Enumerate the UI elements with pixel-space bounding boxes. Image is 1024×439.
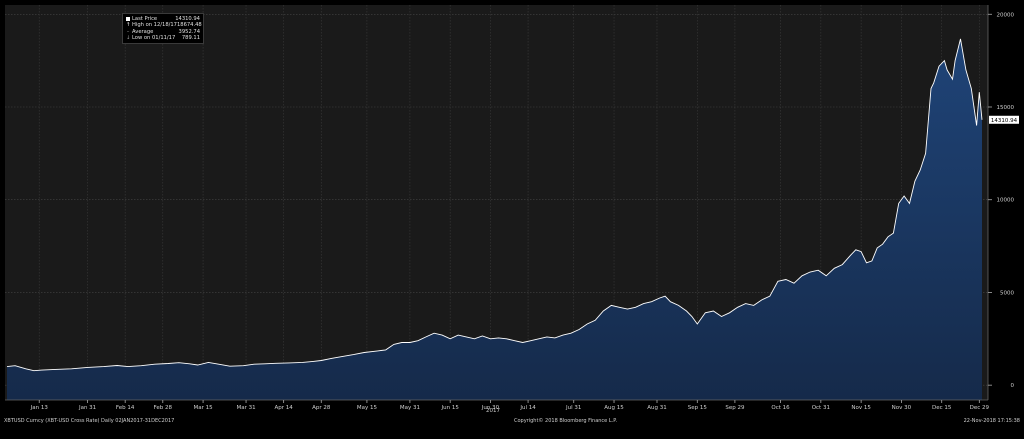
- legend-value: 789.11: [181, 34, 200, 41]
- legend-value: 3952.74: [178, 28, 200, 35]
- x-tick-label: Aug 15: [604, 405, 624, 411]
- y-tick-label: 20000: [997, 12, 1015, 18]
- dash-icon: –: [126, 28, 130, 35]
- legend-row-last-price: Last Price 14310.94: [126, 16, 200, 22]
- x-tick-label: Apr 28: [312, 405, 331, 411]
- last-price-tag-label: 14310.94: [991, 118, 1018, 124]
- price-area: [7, 38, 982, 401]
- x-tick-label: Jul 14: [519, 405, 536, 411]
- legend: Last Price 14310.94 ↑ High on 12/18/17 18…: [122, 13, 204, 44]
- y-tick-label: 5000: [1000, 290, 1014, 296]
- footer-timestamp: 22-Nov-2018 17:15:38: [963, 418, 1020, 424]
- year-label: 2017: [486, 408, 500, 414]
- x-tick-label: Mar 15: [194, 405, 214, 411]
- legend-value: 18674.48: [176, 22, 202, 29]
- x-tick-label: Apr 14: [275, 405, 294, 411]
- x-tick-label: Oct 31: [812, 405, 830, 411]
- legend-label: High on 12/18/17: [132, 22, 177, 29]
- legend-swatch-icon: [126, 17, 130, 22]
- x-tick-label: Feb 28: [154, 405, 173, 411]
- x-tick-label: Nov 15: [851, 405, 871, 411]
- y-tick-label: 15000: [997, 105, 1015, 111]
- x-tick-label: Jun 15: [441, 405, 460, 411]
- legend-row-high: ↑ High on 12/18/17 18674.48: [126, 22, 202, 29]
- x-tick-label: Dec 15: [932, 405, 952, 411]
- x-tick-label: Jul 31: [565, 405, 581, 411]
- x-tick-label: Nov 30: [892, 405, 912, 411]
- y-tick-label: 10000: [997, 198, 1015, 204]
- legend-label: Average: [132, 28, 154, 35]
- x-tick-label: Feb 14: [116, 405, 135, 411]
- price-line: [6, 38, 983, 372]
- x-tick-label: Jun 30: [481, 405, 500, 411]
- legend-row-average: – Average 3952.74: [126, 29, 200, 35]
- footer: XBTUSD Curncy (XBT-USD Cross Rate) Daily…: [0, 415, 1024, 434]
- x-tick-label: Mar 31: [236, 405, 255, 411]
- x-tick-label: May 31: [400, 405, 420, 411]
- x-tick-label: Oct 16: [771, 405, 790, 411]
- x-tick-label: Sep 29: [725, 405, 745, 411]
- legend-label: Last Price: [132, 16, 158, 22]
- legend-row-low: ↓ Low on 01/11/17 789.11: [126, 35, 200, 41]
- y-tick-label: 0: [1011, 383, 1015, 389]
- x-tick-label: Dec 29: [970, 405, 990, 411]
- footer-ticker: XBTUSD Curncy (XBT-USD Cross Rate) Daily…: [4, 418, 175, 424]
- footer-copyright: Copyright© 2018 Bloomberg Finance L.P.: [514, 418, 618, 424]
- legend-value: 14310.94: [175, 16, 200, 22]
- legend-label: Low on 01/11/17: [132, 34, 176, 41]
- last-price-tag: [989, 115, 1019, 124]
- up-arrow-icon: ↑: [126, 22, 131, 29]
- x-tick-label: Aug 31: [647, 405, 667, 411]
- down-arrow-icon: ↓: [126, 34, 131, 41]
- x-tick-label: Sep 15: [688, 405, 708, 411]
- x-tick-label: May 15: [357, 405, 378, 411]
- x-tick-label: Jan 31: [78, 405, 96, 411]
- x-tick-label: Jan 13: [30, 405, 49, 411]
